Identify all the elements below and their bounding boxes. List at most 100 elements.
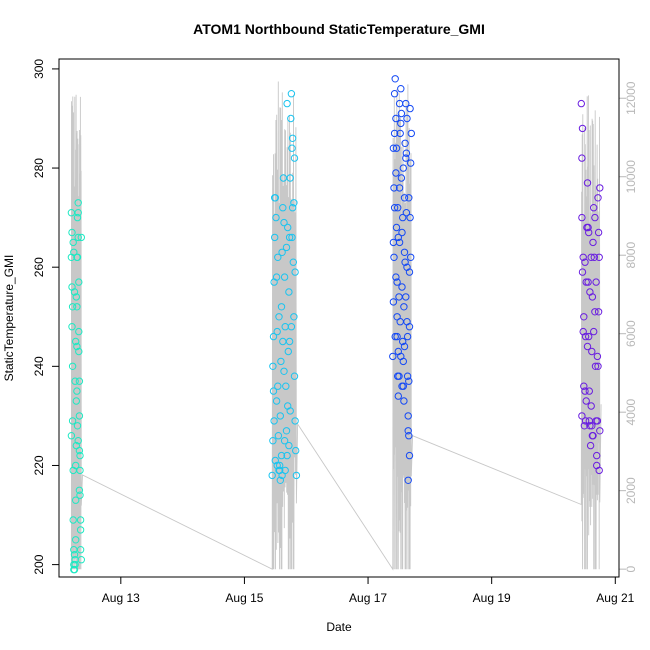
data-point bbox=[583, 342, 592, 351]
data-point bbox=[401, 258, 409, 266]
data-point bbox=[392, 114, 400, 123]
data-point bbox=[593, 451, 601, 460]
data-point bbox=[75, 377, 84, 385]
data-point bbox=[393, 313, 401, 321]
data-point bbox=[594, 308, 603, 316]
data-point bbox=[73, 253, 81, 261]
data-point bbox=[74, 437, 82, 445]
data-point bbox=[595, 466, 603, 475]
data-point bbox=[595, 253, 603, 261]
data-point bbox=[589, 238, 597, 247]
data-point bbox=[594, 228, 603, 237]
data-point bbox=[284, 347, 292, 356]
data-point bbox=[283, 99, 291, 108]
data-point bbox=[279, 204, 287, 212]
data-point bbox=[578, 213, 586, 222]
y-tick-label: 300 bbox=[32, 59, 46, 79]
data-point bbox=[276, 461, 284, 470]
data-point bbox=[403, 332, 412, 341]
data-point bbox=[75, 278, 83, 286]
data-point bbox=[405, 432, 413, 440]
data-point bbox=[389, 352, 397, 361]
data-point bbox=[395, 184, 404, 192]
data-point bbox=[289, 258, 297, 266]
data-point bbox=[403, 372, 412, 380]
x-axis-label: Date bbox=[326, 620, 352, 634]
data-point bbox=[583, 179, 592, 187]
data-point bbox=[581, 332, 590, 341]
data-point bbox=[591, 213, 599, 222]
data-point bbox=[585, 387, 593, 395]
data-point bbox=[406, 104, 414, 113]
data-point bbox=[271, 456, 279, 465]
data-point bbox=[593, 417, 602, 425]
data-point bbox=[73, 422, 82, 430]
data-point bbox=[274, 382, 282, 390]
data-point bbox=[76, 466, 84, 475]
data-point bbox=[397, 352, 405, 361]
data-point bbox=[68, 323, 76, 331]
data-point bbox=[591, 308, 599, 316]
data-point bbox=[75, 412, 84, 420]
data-point bbox=[269, 332, 278, 341]
x-tick-label: Aug 15 bbox=[225, 591, 263, 605]
data-point bbox=[577, 99, 585, 108]
data-point bbox=[398, 228, 406, 237]
data-point bbox=[400, 194, 409, 202]
data-point bbox=[72, 337, 80, 346]
data-point bbox=[586, 441, 595, 450]
data-point bbox=[402, 209, 411, 217]
data-point bbox=[404, 412, 412, 420]
data-point bbox=[590, 204, 598, 212]
data-point bbox=[585, 332, 593, 341]
data-point bbox=[285, 288, 293, 296]
data-point bbox=[581, 387, 589, 395]
data-point bbox=[284, 223, 292, 232]
data-point bbox=[288, 134, 297, 143]
data-point bbox=[277, 303, 286, 311]
data-point bbox=[578, 268, 587, 276]
y-axis-label: StaticTemperature_GMI bbox=[2, 255, 16, 382]
axes: Aug 13 Aug 15 Aug 17 Aug 19 Aug 21 200 220 240 2… bbox=[32, 59, 638, 605]
data-point bbox=[292, 446, 300, 455]
data-point bbox=[72, 536, 80, 544]
chart-title: ATOM1 Northbound StaticTemperature_GMI bbox=[193, 21, 485, 37]
data-point bbox=[275, 313, 283, 321]
data-point bbox=[68, 303, 77, 311]
data-point bbox=[73, 387, 81, 395]
data-point bbox=[283, 451, 291, 460]
altitude-line bbox=[70, 81, 602, 571]
data-point bbox=[288, 204, 297, 212]
data-point bbox=[392, 223, 401, 232]
data-point bbox=[390, 90, 399, 98]
altitude-profile bbox=[70, 81, 602, 571]
y-tick-label: 200 bbox=[32, 554, 46, 574]
data-point bbox=[578, 154, 586, 162]
data-point bbox=[280, 367, 288, 375]
data-point bbox=[282, 243, 291, 252]
data-point bbox=[290, 154, 299, 162]
data-point bbox=[396, 129, 404, 138]
data-point bbox=[390, 129, 399, 138]
data-point bbox=[269, 387, 278, 395]
data-point bbox=[389, 298, 398, 306]
data-point bbox=[584, 278, 592, 286]
data-point bbox=[390, 184, 398, 192]
data-point bbox=[290, 199, 298, 207]
data-point bbox=[394, 392, 402, 400]
data-point bbox=[406, 213, 414, 222]
data-point bbox=[277, 357, 285, 366]
data-point bbox=[405, 377, 413, 385]
data-point bbox=[287, 114, 295, 123]
data-point bbox=[578, 124, 587, 133]
y-tick-label: 220 bbox=[32, 455, 46, 475]
data-point bbox=[405, 323, 414, 331]
data-point bbox=[271, 233, 279, 242]
data-point bbox=[390, 253, 398, 261]
data-point bbox=[390, 204, 399, 212]
x-tick-label: Aug 13 bbox=[102, 591, 140, 605]
data-point bbox=[71, 377, 79, 385]
data-point bbox=[75, 486, 84, 494]
data-point bbox=[282, 382, 290, 390]
data-point bbox=[288, 144, 296, 152]
